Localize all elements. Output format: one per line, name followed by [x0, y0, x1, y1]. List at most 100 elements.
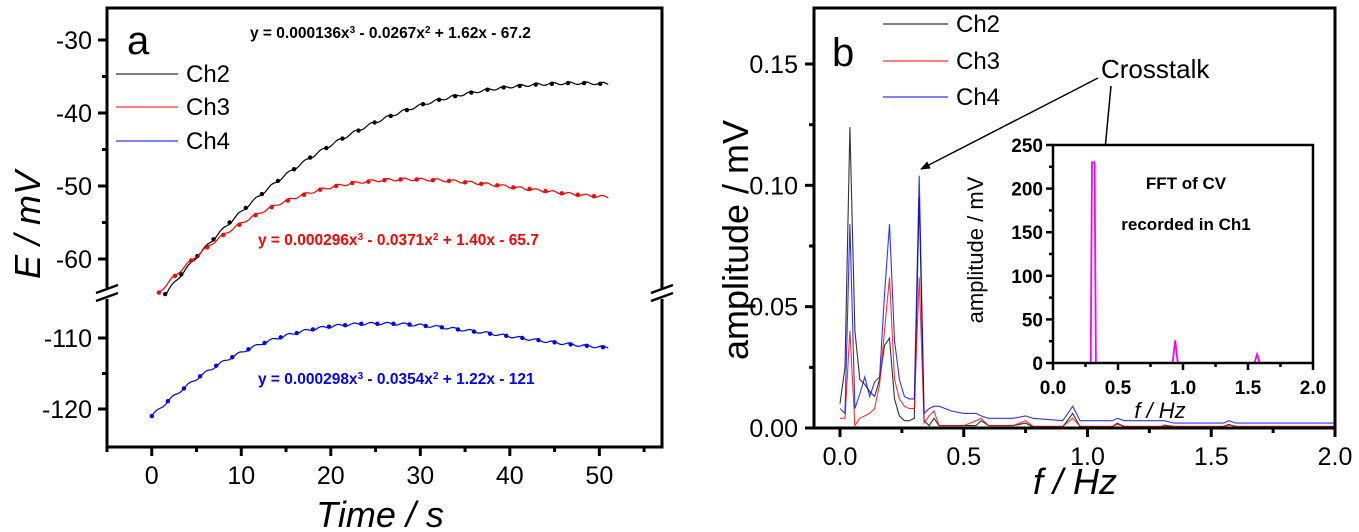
inset-x-tick-label: 0.0 — [1040, 378, 1066, 399]
data-point-ch4 — [487, 331, 493, 336]
series-ch4 — [149, 321, 609, 419]
data-point-ch2 — [469, 90, 474, 95]
panel-a-axes: 0 10 20 30 40 50 -60 -50 -40 -30 -120 -110 — [42, 27, 646, 490]
data-point-ch4 — [197, 374, 203, 379]
data-point-ch2 — [565, 80, 571, 86]
data-point-ch3 — [478, 181, 484, 187]
data-point-ch2 — [179, 272, 184, 277]
panel-a-legend: Ch2 Ch3 Ch4 — [116, 61, 230, 155]
data-point-ch2 — [436, 97, 442, 103]
data-point-ch4 — [310, 327, 316, 332]
data-point-ch2 — [275, 178, 281, 184]
data-point-ch2 — [420, 102, 426, 107]
data-point-ch2 — [388, 113, 393, 119]
legend-label-ch2: Ch2 — [956, 11, 1000, 38]
inset-axes: 0.0 0.5 1.0 1.5 2.0 0 50 100 150 200 250 — [1011, 136, 1326, 399]
data-point-ch3 — [495, 183, 500, 188]
y-tick-label: -60 — [56, 246, 92, 274]
data-point-ch2 — [501, 85, 506, 90]
data-point-ch2 — [227, 220, 232, 225]
panel-b-y-axis-title: amplitude / mV — [715, 120, 756, 360]
data-point-ch4 — [391, 321, 396, 326]
x-tick-label: 2.0 — [1318, 443, 1353, 471]
data-point-ch3 — [285, 198, 291, 203]
panel-a-label: a — [127, 19, 150, 63]
data-point-ch4 — [359, 321, 364, 326]
inset-spectrum-line-ch1 — [1053, 161, 1313, 364]
data-point-ch3 — [382, 177, 387, 183]
data-point-ch2 — [259, 191, 265, 197]
panel-b-frame — [812, 6, 1337, 430]
series-ch3 — [156, 177, 609, 295]
inset-y-tick-label: 200 — [1011, 180, 1043, 201]
spectrum-line-ch4 — [839, 175, 1335, 424]
panel-a-series-layer — [149, 80, 609, 419]
x-tick-label: 50 — [585, 462, 613, 490]
inset-chart: 0.0 0.5 1.0 1.5 2.0 0 50 100 150 200 250 FFT of CV… — [963, 136, 1326, 423]
x-tick-label: 20 — [317, 462, 345, 490]
panel-a-x-axis-title: Time / s — [316, 494, 444, 532]
data-point-ch2 — [291, 167, 297, 172]
data-point-ch3 — [205, 245, 210, 250]
inset-title-line-1: FFT of CV — [1146, 174, 1227, 193]
inset-x-tick-label: 0.5 — [1105, 378, 1132, 399]
fit-equation-ch2: y = 0.000136x3 - 0.0267x2 + 1.62x - 67.2 — [250, 25, 531, 43]
data-point-ch4 — [504, 333, 509, 339]
data-point-ch4 — [407, 322, 412, 327]
data-point-ch4 — [326, 324, 332, 329]
data-point-ch4 — [165, 398, 171, 404]
y-tick-label: 0.05 — [749, 294, 798, 322]
panel-a-y-axis-title: E / mV — [7, 168, 48, 279]
data-point-ch3 — [430, 177, 436, 183]
data-point-ch3 — [398, 177, 403, 182]
inset-y-tick-label: 100 — [1011, 267, 1043, 288]
crosstalk-annotation: Crosstalk — [1101, 54, 1210, 84]
data-point-ch2 — [243, 205, 248, 211]
spectrum-line-ch3 — [840, 277, 1335, 428]
data-point-ch2 — [453, 94, 458, 99]
crosstalk-arrow-main — [920, 77, 1099, 170]
legend-label-ch2: Ch2 — [186, 61, 230, 88]
inset-x-tick-label: 1.0 — [1170, 378, 1196, 399]
data-point-ch3 — [301, 192, 307, 197]
data-point-ch3 — [462, 180, 468, 185]
y-tick-label: 0.00 — [749, 415, 798, 443]
data-point-ch3 — [591, 194, 597, 199]
data-point-ch3 — [253, 213, 258, 218]
y-tick-label: -50 — [56, 173, 92, 201]
x-tick-label: 0.5 — [946, 443, 981, 471]
y-tick-label: -110 — [44, 325, 92, 353]
legend-label-ch3: Ch3 — [956, 48, 1000, 75]
inset-x-axis-title: f / Hz — [1134, 398, 1185, 423]
panel-a-axis-break-left — [95, 283, 119, 303]
data-point-ch4 — [552, 340, 557, 345]
data-point-ch3 — [188, 258, 194, 263]
x-tick-label: 1.0 — [1070, 443, 1105, 471]
fit-equation-ch4: y = 0.000298x3 - 0.0354x2 + 1.22x - 121 — [258, 371, 535, 389]
y-tick-label: -120 — [42, 396, 92, 424]
data-point-ch3 — [221, 232, 226, 238]
data-point-ch4 — [278, 335, 283, 340]
data-point-ch4 — [342, 323, 348, 328]
data-point-ch2 — [372, 120, 377, 125]
data-point-ch4 — [439, 325, 444, 330]
panel-a: 0 10 20 30 40 50 -60 -50 -40 -30 -120 -110 a Ch2 Ch… — [7, 6, 674, 532]
data-point-ch2 — [598, 81, 603, 87]
data-point-ch3 — [527, 186, 532, 192]
data-point-ch4 — [471, 329, 477, 334]
panel-b-x-axis-title: f / Hz — [1033, 461, 1117, 502]
data-point-ch4 — [455, 327, 461, 332]
data-point-ch3 — [543, 188, 548, 194]
fit-line-ch2 — [164, 81, 609, 296]
y-tick-label: -30 — [56, 27, 92, 55]
fit-equation-ch3: y = 0.000296x3 - 0.0371x2 + 1.40x - 65.7 — [258, 232, 539, 250]
data-point-ch2 — [549, 81, 555, 87]
data-point-ch2 — [211, 237, 216, 242]
inset-y-axis-title: amplitude / mV — [963, 176, 988, 323]
data-point-ch3 — [559, 191, 564, 196]
inset-y-tick-label: 150 — [1011, 223, 1043, 244]
data-point-ch3 — [366, 179, 371, 184]
data-point-ch3 — [350, 180, 355, 186]
data-point-ch4 — [181, 386, 187, 391]
